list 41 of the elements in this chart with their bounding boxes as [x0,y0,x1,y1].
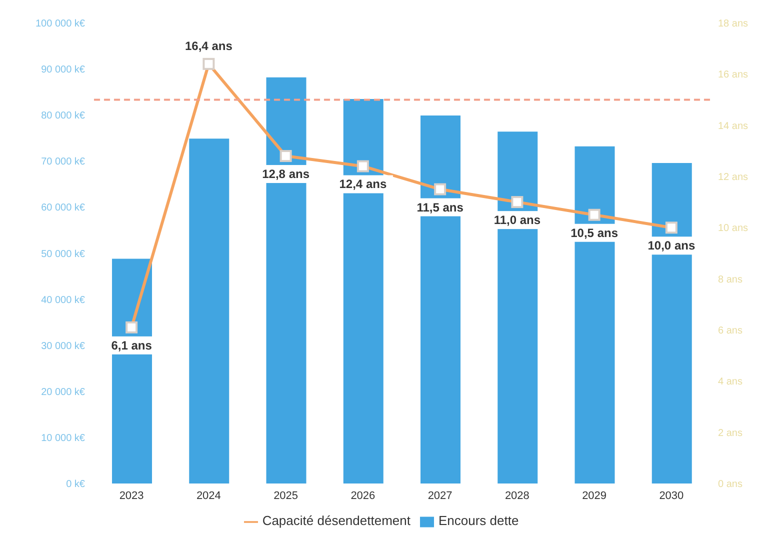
y-tick-label: 80 000 k€ [41,110,86,122]
data-label: 16,4 ans [185,38,233,53]
y-tick-label: 0 k€ [66,478,86,490]
x-tick-label: 2026 [350,490,376,502]
data-label: 12,8 ans [262,167,310,182]
y2-tick-label: 12 ans [718,172,748,184]
y2-tick-label: 16 ans [718,70,748,81]
legend-label: Encours dette [438,513,519,528]
x-tick-label: 2025 [274,490,298,502]
x-tick-label: 2030 [659,490,684,502]
data-label: 11,5 ans [416,200,464,214]
data-label: 10,0 ans [648,238,696,253]
bar [189,138,230,484]
legend-label: Capacité désendettement [262,513,410,528]
y-tick-label: 60 000 k€ [41,202,86,214]
x-tick-label: 2028 [504,490,530,502]
y-tick-label: 30 000 k€ [41,340,86,352]
bar [112,258,152,484]
y-tick-label: 10 000 k€ [41,432,86,444]
y2-tick-label: 4 ans [718,376,742,388]
x-tick-label: 2027 [428,490,452,502]
y2-tick-label: 0 ans [718,478,742,490]
x-tick-label: 2024 [196,490,221,502]
y-tick-label: 50 000 k€ [41,248,86,260]
data-label: 10,5 ans [570,226,618,240]
data-label: 6,1 ans [111,338,152,352]
y2-tick-label: 8 ans [718,274,742,286]
data-label: 12,4 ans [339,177,387,192]
y2-tick-label: 14 ans [718,120,748,132]
data-label: 11,0 ans [494,213,541,228]
y2-tick-label: 18 ans [718,18,748,30]
y2-tick-label: 10 ans [718,223,748,234]
y2-tick-label: 2 ans [718,428,742,439]
y-tick-label: 70 000 k€ [41,156,86,168]
x-tick-label: 2029 [582,490,607,502]
y2-tick-label: 6 ans [718,326,742,337]
x-tick-label: 2023 [119,490,144,502]
y-tick-label: 90 000 k€ [41,64,86,76]
y-tick-label: 100 000 k€ [36,18,86,30]
y-tick-label: 40 000 k€ [41,294,86,306]
y-tick-label: 20 000 k€ [41,386,86,398]
